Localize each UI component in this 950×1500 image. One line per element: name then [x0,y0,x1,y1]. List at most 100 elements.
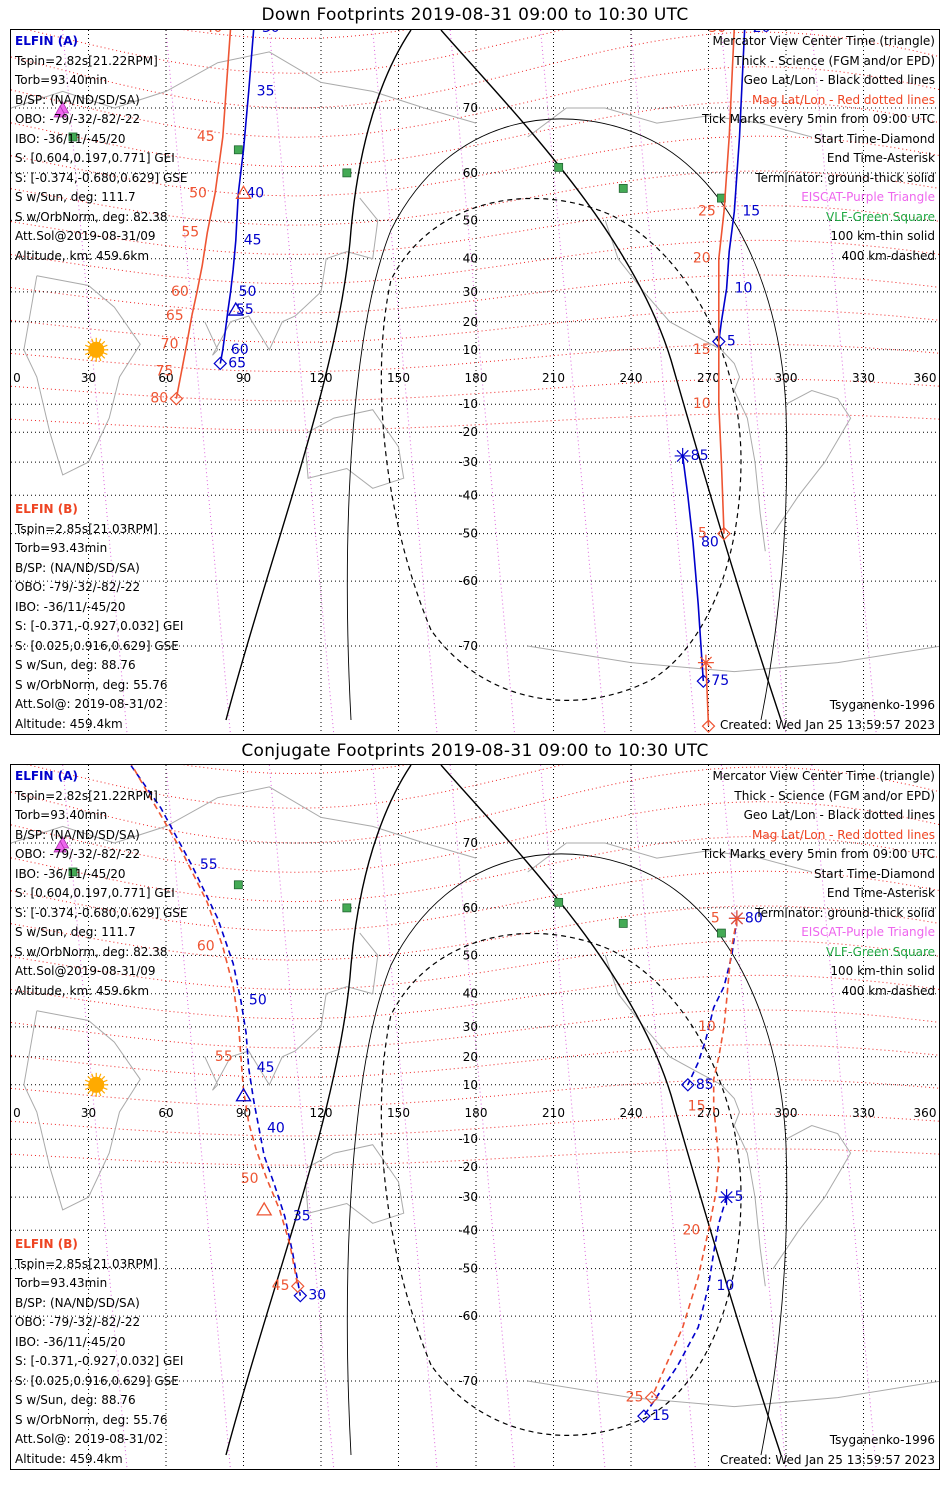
track-tick-label: 45 [197,129,215,145]
legend-line: Thick - Science (FGM and/or EPD) [734,788,935,803]
track-tick-label: 45 [257,1060,275,1076]
legend: Mercator View Center Time (triangle) Thi… [702,767,935,1001]
elfin-b-track [705,662,710,727]
info-line: B/SP: (NA/ND/SD/SA) [15,1295,140,1310]
x-tick-label: 60 [158,371,173,385]
eiscat-triangle-icon [53,105,67,118]
end-asterisk-icon [730,912,743,925]
x-tick-label: 360 [914,371,937,385]
y-tick-label: 10 [463,1078,478,1092]
y-tick-label: -40 [458,1223,478,1237]
elfin-b-label: ELFIN (B) [15,502,78,516]
info-line: OBO: -79/-32/-82/-22 [15,1315,141,1329]
track-tick-label: 5 [735,1189,744,1205]
info-line: IBO: -36/11/-45/20 [15,866,126,881]
y-tick-label: -20 [458,425,478,439]
info-line: IBO: -36/11/-45/20 [15,1334,126,1349]
coastline [772,389,852,534]
info-line: S w/Sun, deg: 111.7 [15,190,136,204]
coastline [11,786,477,859]
legend-line: Thick - Science (FGM and/or EPD) [734,53,935,68]
coastline [527,1380,939,1408]
info-line: S w/OrbNorm, deg: 82.38 [15,209,168,224]
track-tick-label: 50 [249,993,267,1009]
track-tick-label: 75 [711,673,729,689]
credits: Tsyganenko-1996 Created: Wed Jan 25 13:5… [720,698,935,732]
map-plot: 0 30 60 90 120 150 180 210 240 270 300 330 360 70 60 50… [11,30,939,734]
info-line: Att.Sol@: 2019-08-31/02 [15,1432,164,1446]
info-line: IBO: -36/11/-45/20 [15,131,126,146]
y-tick-label: -10 [458,1132,478,1146]
track-tick-label: 50 [239,284,257,300]
y-tick-label: 30 [463,285,478,299]
track-tick-label: 5 [711,910,720,926]
start-diamond-icon [644,1390,659,1405]
x-tick-label: 180 [465,1106,488,1120]
legend-line: Mercator View Center Time (triangle) [712,769,935,783]
x-tick-label: 0 [13,371,21,385]
coastline [23,1010,141,1211]
x-tick-label: 150 [387,1106,410,1120]
coastline [204,932,379,1091]
vlf-square-icon [554,897,564,907]
elfin-a-track [129,765,302,1296]
info-line: Tspin=2.82s[21.22RPM] [15,788,158,803]
center-triangle-icon [227,301,244,316]
terminator-line [440,30,782,721]
y-tick-label: -50 [458,1262,478,1276]
track-tick-label: 20 [753,30,771,36]
y-tick-label: -70 [458,1374,478,1388]
coastline [527,107,812,138]
x-tick-label: 240 [620,371,643,385]
info-line: Torb=93.40min [15,73,108,87]
x-tick-label: 90 [236,371,251,385]
legend-line: VLF-Green Square [826,209,935,224]
legend-line: End Time-Asterisk [826,151,935,165]
elfin-b-track [718,30,735,534]
start-diamond-icon [717,526,731,541]
legend-line: 400 km-dashed [841,983,935,998]
mag-grid-line [11,1078,939,1108]
vlf-square-icon [342,168,352,178]
info-line: B/SP: (NA/ND/SD/SA) [15,92,140,107]
track-tick-label: 30 [308,1288,326,1304]
model-name: Tsyganenko-1996 [829,1433,935,1447]
track-tick-label: 10 [693,396,711,412]
legend-line: VLF-Green Square [826,944,935,959]
info-line: Altitude: 459.4km [15,716,123,731]
mag-grid-line [11,378,939,402]
track-tick-label: 40 [205,30,223,36]
track-tick-label: 80 [150,391,168,407]
info-line: OBO: -79/-32/-82/-22 [15,112,141,126]
x-tick-label: 0 [13,1106,21,1120]
x-tick-label: 210 [542,1106,565,1120]
legend-line: EISCAT-Purple Triangle [801,190,935,204]
y-tick-label: -40 [458,488,478,502]
x-tick-label: 210 [542,371,565,385]
legend-line: Start Time-Diamond [813,866,935,881]
boundary-100km [346,853,788,1456]
terminator-line [440,765,782,1456]
y-tick-label: 20 [463,315,478,329]
info-line: Att.Sol@: 2019-08-31/02 [15,697,164,711]
coastline [204,197,379,356]
elfin-a-track [681,455,705,682]
start-diamond-icon [293,1288,308,1303]
track-tick-label: 30 [708,30,726,36]
coastline [604,220,766,552]
info-line: S: [-0.374,-0.680,0.629] GSE [15,905,188,920]
elfin-a-track [687,918,738,1086]
vlf-square-icon [68,867,78,877]
info-line: S: [0.025,0.916,0.629] GSE [15,1373,179,1388]
vlf-square-icon [618,919,628,928]
legend-line: Tick Marks every 5min from 09:00 UTC [701,112,935,126]
end-asterisk-icon [699,656,712,669]
vlf-square-icon [233,880,243,890]
info-line: OBO: -79/-32/-82/-22 [15,580,141,594]
vlf-square-icon [554,162,564,172]
elfin-a-track [219,30,255,364]
legend-line: Mag Lat/Lon - Red dotted lines [751,92,935,107]
coastline [772,1124,852,1269]
info-line: Att.Sol@2019-08-31/09 [15,964,156,978]
vlf-square-icon [618,184,628,193]
